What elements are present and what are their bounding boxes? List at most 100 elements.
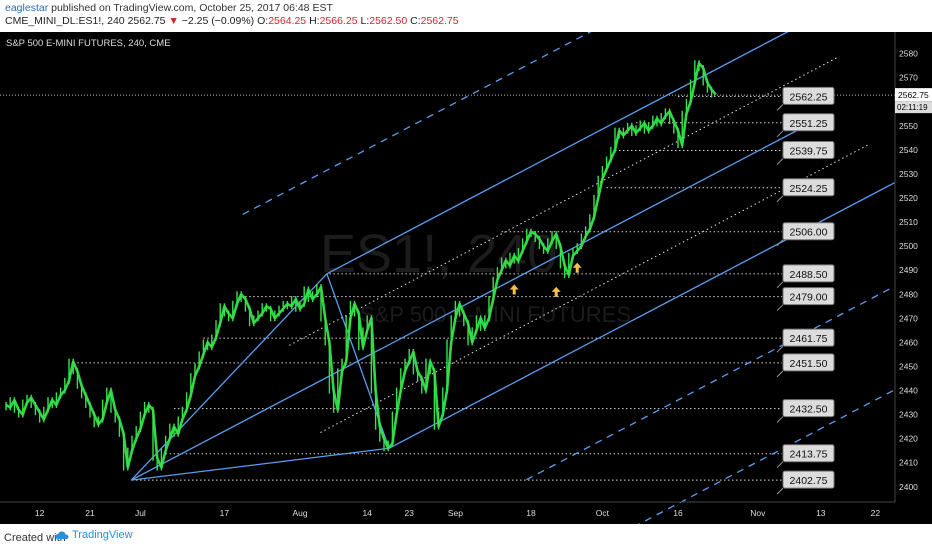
high-value: 2566.25 bbox=[319, 15, 358, 27]
low-value: 2562.50 bbox=[369, 15, 408, 27]
level-label: 2479.00 bbox=[776, 287, 835, 312]
pitchfork-handle bbox=[130, 273, 328, 481]
y-tick-label: 2500 bbox=[899, 241, 918, 251]
high-label: H: bbox=[309, 15, 320, 27]
up-arrow-icon bbox=[572, 262, 582, 273]
level-label-box bbox=[782, 399, 835, 418]
level-label-text: 2432.50 bbox=[790, 404, 828, 416]
level-label-box bbox=[782, 287, 835, 306]
level-label-box bbox=[782, 113, 835, 132]
level-label-box bbox=[782, 222, 835, 241]
x-tick-label: Oct bbox=[596, 508, 610, 518]
level-label-box bbox=[782, 353, 835, 372]
level-label-text: 2461.75 bbox=[790, 333, 828, 345]
low-label: L: bbox=[360, 15, 370, 27]
y-tick-label: 2420 bbox=[899, 434, 918, 444]
last-price-value: 2562.75 bbox=[127, 15, 166, 27]
y-tick-label: 2460 bbox=[899, 337, 918, 347]
level-label: 2524.25 bbox=[776, 178, 835, 203]
axes: 2580257025602550254025302520251025002490… bbox=[0, 32, 932, 524]
x-tick-label: 23 bbox=[404, 508, 414, 518]
x-tick-label: 22 bbox=[871, 508, 881, 518]
level-label-text: 2402.75 bbox=[790, 475, 828, 487]
level-label-pointer bbox=[776, 130, 784, 138]
author-link[interactable]: eaglestar bbox=[5, 2, 49, 14]
pitchfork-median bbox=[130, 126, 805, 481]
y-tick-label: 2450 bbox=[899, 361, 918, 371]
symbol-label: CME_MINI_DL:ES1!, 240 bbox=[5, 15, 125, 27]
y-tick-label: 2470 bbox=[899, 313, 918, 323]
x-tick-label: 13 bbox=[816, 508, 826, 518]
x-tick-label: 12 bbox=[35, 508, 45, 518]
x-tick-label: Nov bbox=[750, 508, 766, 518]
y-tick-label: 2510 bbox=[899, 217, 918, 227]
level-label: 2551.25 bbox=[776, 113, 835, 138]
y-tick-label: 2440 bbox=[899, 386, 918, 396]
publish-info: published on TradingView.com, October 25… bbox=[51, 2, 333, 14]
level-label-pointer bbox=[776, 281, 784, 289]
level-label: 2506.00 bbox=[776, 222, 835, 247]
level-label-pointer bbox=[776, 195, 784, 203]
level-labels: 2402.75 2413.75 2432.50 2451.50 2461.75 2479.… bbox=[776, 86, 835, 495]
level-label-box bbox=[782, 264, 835, 283]
level-label-pointer bbox=[776, 461, 784, 469]
level-label: 2488.50 bbox=[776, 264, 835, 289]
up-arrow-icon bbox=[509, 284, 519, 295]
x-tick-label: 14 bbox=[362, 508, 372, 518]
x-tick-label: Aug bbox=[292, 508, 307, 518]
x-tick-label: 17 bbox=[220, 508, 230, 518]
level-label-pointer bbox=[776, 487, 784, 495]
y-tick-label: 2490 bbox=[899, 265, 918, 275]
level-label: 2451.50 bbox=[776, 353, 835, 378]
x-tick-label: 18 bbox=[526, 508, 536, 518]
level-label-text: 2506.00 bbox=[790, 227, 828, 239]
y-tick-label: 2400 bbox=[899, 482, 918, 492]
level-label: 2432.50 bbox=[776, 399, 835, 423]
level-label-text: 2451.50 bbox=[790, 358, 828, 370]
level-label-text: 2551.25 bbox=[790, 118, 828, 130]
level-label: 2539.75 bbox=[776, 140, 835, 165]
y-tick-label: 2530 bbox=[899, 169, 918, 179]
created-with-label: Created with bbox=[4, 532, 66, 544]
down-arrow-icon: ▼ bbox=[168, 15, 179, 27]
level-label-text: 2488.50 bbox=[790, 269, 828, 281]
level-label-pointer bbox=[776, 158, 784, 165]
y-tick-label: 2580 bbox=[899, 49, 918, 59]
cloud-icon bbox=[55, 531, 69, 539]
level-label-box bbox=[782, 444, 835, 463]
level-label: 2402.75 bbox=[776, 470, 835, 495]
level-label-box bbox=[782, 140, 835, 159]
y-tick-label: 2480 bbox=[899, 289, 918, 299]
chart-title: S&P 500 E-MINI FUTURES, 240, CME bbox=[6, 38, 171, 49]
countdown-tag bbox=[895, 101, 932, 114]
close-value: 2562.75 bbox=[420, 15, 459, 27]
last-price-tag-text: 2562.75 bbox=[898, 90, 929, 100]
ohlc-line: CME_MINI_DL:ES1!, 240 2562.75 ▼ −2.25 (−… bbox=[5, 15, 459, 27]
tradingview-brand: TradingView bbox=[72, 529, 133, 541]
level-label-pointer bbox=[776, 416, 784, 423]
y-tick-label: 2520 bbox=[899, 193, 918, 203]
countdown-tag-text: 02:11:19 bbox=[897, 103, 928, 112]
x-tick-label: Sep bbox=[448, 508, 463, 518]
y-tick-label: 2540 bbox=[899, 145, 918, 155]
y-tick-label: 2570 bbox=[899, 73, 918, 83]
y-tick-label: 2430 bbox=[899, 410, 918, 420]
last-price-tag bbox=[895, 88, 932, 102]
price-line bbox=[5, 62, 717, 469]
level-label-pointer bbox=[776, 345, 784, 353]
level-label-pointer bbox=[776, 370, 784, 378]
price-series bbox=[5, 60, 717, 471]
level-label-box bbox=[782, 178, 835, 197]
level-label-text: 2479.00 bbox=[790, 292, 828, 304]
level-label-box bbox=[782, 86, 835, 105]
tradingview-logo[interactable]: TradingView bbox=[55, 529, 133, 541]
x-tick-label: Jul bbox=[135, 508, 146, 518]
level-label-box bbox=[782, 328, 835, 347]
level-label: 2562.25 bbox=[776, 86, 835, 111]
level-label-pointer bbox=[776, 103, 784, 111]
close-label: C: bbox=[410, 15, 421, 27]
y-tick-label: 2550 bbox=[899, 121, 918, 131]
open-label: O: bbox=[257, 15, 269, 27]
pitchfork-handle bbox=[131, 447, 390, 481]
